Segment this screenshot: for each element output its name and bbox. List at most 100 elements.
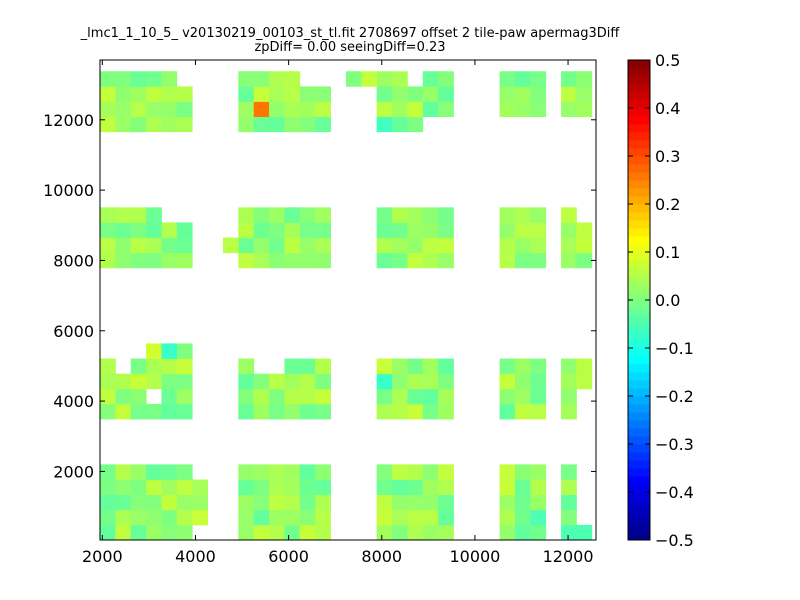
heatmap-cell	[115, 373, 132, 390]
heatmap-cell	[392, 388, 408, 405]
heatmap-cell	[100, 479, 116, 496]
colorbar-segment	[628, 436, 650, 445]
heatmap-cell	[422, 252, 439, 269]
heatmap-cell	[392, 101, 408, 118]
heatmap-cell	[315, 358, 331, 375]
colorbar-segment	[628, 324, 650, 333]
heatmap-cell	[376, 388, 393, 405]
heatmap-cell	[161, 524, 178, 541]
heatmap-cell	[376, 403, 393, 420]
heatmap-cell	[422, 388, 439, 405]
heatmap-cell	[161, 343, 178, 359]
heatmap-cell	[499, 373, 516, 390]
colorbar-segment	[628, 84, 650, 93]
heatmap-cell	[269, 373, 285, 390]
heatmap-cell	[299, 207, 316, 223]
heatmap-cell	[161, 403, 178, 420]
colorbar-segment	[628, 204, 650, 213]
heatmap-cell	[530, 71, 547, 87]
colorbar-segment	[628, 220, 650, 229]
heatmap-cell	[407, 101, 424, 118]
heatmap-cell	[176, 479, 193, 496]
heatmap-cell	[299, 237, 316, 254]
heatmap-cell	[222, 237, 239, 254]
y-tick-label: 8000	[53, 251, 94, 270]
heatmap-cell	[161, 86, 178, 102]
colorbar-segment	[628, 524, 650, 533]
heatmap-cell	[269, 101, 285, 118]
heatmap-cell	[499, 509, 516, 526]
heatmap-cell	[130, 222, 147, 238]
colorbar-segment	[628, 404, 650, 413]
heatmap-cell	[514, 207, 531, 223]
heatmap-cell	[438, 71, 454, 87]
heatmap-cell	[269, 252, 285, 269]
heatmap-cell	[176, 524, 193, 541]
heatmap-cell	[100, 207, 116, 223]
colorbar-segment	[628, 260, 650, 269]
heatmap-cell	[299, 388, 316, 405]
heatmap-cell	[499, 479, 516, 496]
heatmap-cell	[161, 388, 178, 405]
heatmap-cell	[130, 86, 147, 102]
colorbar-segment	[628, 212, 650, 221]
heatmap-cell	[161, 252, 178, 269]
heatmap-cell	[376, 252, 393, 269]
heatmap-cell	[561, 252, 577, 269]
heatmap-cell	[514, 464, 531, 480]
heatmap-cell	[530, 101, 547, 118]
heatmap-cell	[161, 509, 178, 526]
heatmap-cell	[269, 494, 285, 511]
heatmap-cell	[438, 252, 454, 269]
heatmap-cell	[514, 494, 531, 511]
colorbar-segment	[628, 420, 650, 429]
heatmap-cell	[561, 358, 577, 375]
colorbar-segment	[628, 356, 650, 365]
heatmap-cell	[530, 403, 547, 420]
colorbar-segment	[628, 532, 650, 541]
heatmap-cell	[315, 494, 331, 511]
heatmap-cell	[269, 403, 285, 420]
heatmap-cell	[392, 479, 408, 496]
heatmap-cell	[530, 86, 547, 102]
colorbar-segment	[628, 108, 650, 117]
heatmap-cell	[576, 101, 593, 118]
heatmap-cell	[407, 388, 424, 405]
heatmap-cell	[253, 509, 270, 526]
heatmap-cell	[192, 479, 208, 496]
heatmap-cell	[514, 358, 531, 375]
heatmap-cell	[422, 101, 439, 118]
heatmap-cell	[146, 252, 162, 269]
heatmap-cell	[176, 388, 193, 405]
colorbar-segment	[628, 364, 650, 373]
heatmap-cell	[438, 524, 454, 541]
heatmap-cell	[499, 252, 516, 269]
heatmap-cell	[115, 403, 132, 420]
colorbar-segment	[628, 500, 650, 509]
colorbar-tick-label: 0.5	[655, 51, 680, 70]
colorbar-segment	[628, 284, 650, 293]
colorbar-segment	[628, 60, 650, 69]
heatmap-cell	[284, 71, 301, 87]
heatmap-cell	[499, 494, 516, 511]
colorbar-segment	[628, 332, 650, 341]
heatmap-cell	[392, 71, 408, 87]
heatmap-cell	[146, 358, 162, 375]
heatmap-cell	[499, 222, 516, 238]
heatmap-cell	[315, 464, 331, 480]
colorbar-segment	[628, 412, 650, 421]
heatmap-cell	[284, 524, 301, 541]
heatmap-cell	[315, 479, 331, 496]
heatmap-cell	[130, 252, 147, 269]
heatmap-cell	[576, 86, 593, 102]
colorbar-tick-label: −0.4	[655, 483, 694, 502]
heatmap-cell	[392, 524, 408, 541]
heatmap-cell	[238, 403, 255, 420]
heatmap-cell	[499, 524, 516, 541]
heatmap-cell	[269, 71, 285, 87]
heatmap-cell	[130, 509, 147, 526]
heatmap-cell	[284, 86, 301, 102]
x-tick-label: 10000	[449, 547, 500, 566]
heatmap-cell	[299, 509, 316, 526]
heatmap-cell	[530, 222, 547, 238]
